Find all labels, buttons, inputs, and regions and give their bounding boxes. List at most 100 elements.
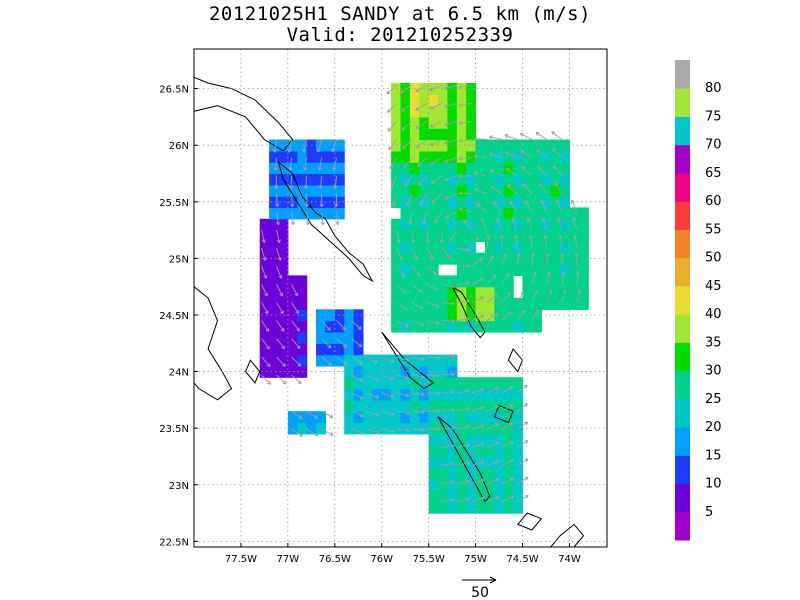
colorbar-label: 30 xyxy=(705,364,722,379)
field-cell xyxy=(325,173,336,186)
field-cell xyxy=(428,105,439,118)
field-cell xyxy=(550,298,561,310)
field-cell xyxy=(428,388,439,401)
field-cell xyxy=(381,365,392,378)
field-cell xyxy=(513,501,524,514)
colorbar-swatch xyxy=(675,342,690,372)
wind-vector xyxy=(473,154,487,159)
field-cell xyxy=(466,298,477,310)
field-cell xyxy=(475,445,486,458)
field-cell xyxy=(550,139,561,152)
wind-vector xyxy=(449,229,458,242)
wind-vector xyxy=(486,459,500,466)
field-cell xyxy=(269,150,280,163)
wind-vector xyxy=(366,374,379,382)
wind-vector xyxy=(381,410,395,416)
colorbar-label: 55 xyxy=(705,222,722,237)
field-cell xyxy=(438,139,449,152)
wind-vector xyxy=(443,84,457,91)
wind-vector xyxy=(334,193,339,208)
field-cell xyxy=(419,173,430,186)
wind-vector xyxy=(429,84,442,92)
field-cell xyxy=(494,218,505,231)
field-cell xyxy=(494,445,505,458)
wind-vector xyxy=(530,253,536,267)
wind-vector xyxy=(291,338,301,350)
wind-vector xyxy=(426,265,438,276)
wind-vector xyxy=(351,428,365,435)
field-cell xyxy=(447,184,458,197)
field-cell xyxy=(278,309,289,322)
field-cell xyxy=(325,343,336,356)
field-cell xyxy=(475,298,486,310)
field-cell xyxy=(259,264,270,276)
field-cell xyxy=(475,377,486,390)
field-cell xyxy=(297,320,308,333)
field-cell xyxy=(456,264,467,276)
field-cell xyxy=(269,309,280,322)
field-cell xyxy=(513,377,524,390)
wind-vector xyxy=(426,302,440,308)
wind-vector xyxy=(441,407,455,413)
wind-vector xyxy=(396,230,401,244)
field-cell xyxy=(391,354,402,367)
field-cell xyxy=(400,275,411,288)
field-cell xyxy=(484,309,495,322)
field-cell xyxy=(578,264,589,276)
field-cell xyxy=(428,184,439,197)
wind-vector xyxy=(415,84,428,93)
wind-vector xyxy=(411,374,425,379)
field-cell xyxy=(391,162,402,175)
wind-vector xyxy=(439,230,444,244)
wind-vector xyxy=(396,266,405,278)
colorbar-swatch xyxy=(675,511,690,541)
field-cell xyxy=(438,467,449,480)
field-cell xyxy=(560,162,571,175)
field-cell xyxy=(456,94,467,107)
field-cell xyxy=(503,184,514,197)
field-cell xyxy=(419,105,430,118)
wind-vector xyxy=(261,266,268,279)
wind-vector xyxy=(366,356,379,364)
wind-vector xyxy=(331,139,338,153)
wind-vector xyxy=(411,356,425,362)
field-cell xyxy=(391,173,402,186)
field-cell xyxy=(438,377,449,390)
wind-vector xyxy=(501,404,514,412)
field-cell xyxy=(560,264,571,276)
wind-vector xyxy=(426,320,440,325)
wind-vector xyxy=(471,424,485,430)
field-cell xyxy=(419,264,430,276)
field-cell xyxy=(484,399,495,412)
field-cell xyxy=(409,320,420,333)
field-cell xyxy=(560,241,571,254)
wind-vector xyxy=(419,193,428,206)
wind-vector xyxy=(406,193,413,207)
field-cell xyxy=(578,275,589,288)
wind-vector xyxy=(486,254,494,267)
field-cell xyxy=(306,207,317,220)
field-cell xyxy=(522,241,533,254)
field-cell xyxy=(306,150,317,163)
field-cell xyxy=(456,252,467,265)
field-cell xyxy=(503,173,514,186)
field-cell xyxy=(297,207,308,220)
field-cell xyxy=(456,467,467,480)
field-cell xyxy=(456,82,467,95)
field-cell xyxy=(503,252,514,265)
wind-vector xyxy=(501,311,512,321)
field-cell xyxy=(456,399,467,412)
field-cell xyxy=(541,264,552,276)
field-cell xyxy=(428,116,439,129)
wind-vector xyxy=(426,391,441,396)
field-cell xyxy=(344,399,355,412)
field-cell xyxy=(419,298,430,310)
field-cell xyxy=(344,320,355,333)
field-cell xyxy=(269,264,280,276)
field-cell xyxy=(503,286,514,299)
field-cell xyxy=(391,241,402,254)
field-cell xyxy=(522,320,533,333)
field-cell xyxy=(372,399,383,412)
wind-vector xyxy=(561,289,567,303)
field-cell xyxy=(287,162,298,175)
